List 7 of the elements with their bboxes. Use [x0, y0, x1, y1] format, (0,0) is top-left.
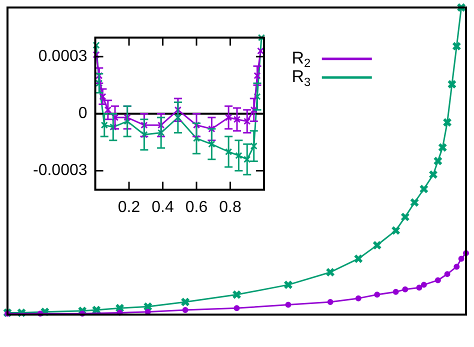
x-tick-label: 0.6	[185, 198, 208, 216]
y-tick-label: -0.0003	[33, 162, 88, 180]
x-tick-label: 0.8	[219, 198, 242, 216]
x-tick-label: 0.4	[152, 198, 174, 216]
y-tick-label: 0	[78, 105, 88, 122]
x-tick-label: 0.2	[118, 198, 140, 216]
y-tick-label: 0.0003	[38, 48, 88, 66]
